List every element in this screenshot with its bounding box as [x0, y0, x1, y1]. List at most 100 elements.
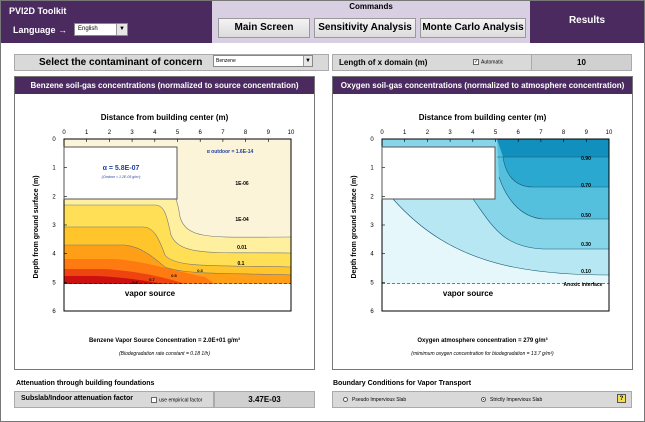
y-tick-label: 5	[370, 280, 374, 286]
oxygen-subfooter: (mimimum oxygen concentration for biodeg…	[411, 351, 554, 357]
app-title: PVI2D Toolkit	[9, 6, 67, 16]
contaminant-label: Select the contaminant of concern	[39, 57, 203, 68]
automatic-checkbox[interactable]: ✓ Automatic	[473, 59, 503, 65]
radio-icon[interactable]	[481, 397, 486, 403]
y-tick-label: 4	[52, 252, 56, 258]
x-tick-label: 4	[153, 130, 157, 136]
oxygen-footer: Oxygen atmosphere concentration = 279 g/…	[417, 338, 548, 344]
x-tick-labels: 0 1 2 3 4 5 6 7 8 9 10	[62, 130, 295, 142]
y-tick-label: 3	[370, 223, 374, 229]
y-tick-labels: 0 1 2 3 4 5 6	[370, 137, 385, 315]
contour-label: 1E-04	[235, 217, 249, 223]
main-screen-button[interactable]: Main Screen	[218, 18, 310, 38]
x-tick-label: 1	[403, 130, 407, 136]
building-box	[63, 146, 178, 200]
contour-labels: 0.10 0.30 0.50 0.70 0.90	[581, 156, 591, 275]
x-domain-label: Length of x domain (m)	[339, 58, 428, 67]
contour-line	[64, 244, 291, 276]
strictly-impervious-radio[interactable]: Strictly Impervious Slab	[481, 397, 542, 403]
contaminant-select[interactable]: Benzene ▼	[213, 55, 313, 67]
vapor-source-label: vapor source	[443, 289, 494, 298]
checkbox-icon[interactable]: ✓	[473, 59, 479, 65]
x-tick-label: 4	[471, 130, 475, 136]
x-tick-label: 7	[221, 130, 225, 136]
x-tick-label: 0	[380, 130, 384, 136]
benzene-chart: α = 5.8E-07 (Cindoor = 1.2E-05 g/m³) α o…	[33, 130, 295, 315]
x-tick-label: 8	[244, 130, 248, 136]
benzene-subfooter: (Biodegradation rate constant = 0.18 1/h…	[118, 351, 211, 357]
sensitivity-analysis-button[interactable]: Sensitivity Analysis	[314, 18, 416, 38]
alpha-sub-label: (Cindoor = 1.2E-05 g/m³)	[102, 175, 141, 179]
chevron-down-icon[interactable]: ▼	[116, 24, 127, 35]
contour-line	[472, 198, 609, 250]
contour-line	[64, 204, 291, 254]
band-8	[64, 276, 165, 284]
x-tick-label: 2	[426, 130, 430, 136]
x-tick-label: 9	[267, 130, 271, 136]
attenuation-bar: Subslab/Indoor attenuation factor use em…	[14, 391, 214, 408]
contour-label: 0.30	[581, 242, 591, 248]
x-tick-label: 10	[606, 130, 613, 136]
contour-label: 0.7	[149, 277, 155, 282]
benzene-panel: Benzene soil-gas concentrations (normali…	[14, 76, 315, 370]
monte-carlo-button[interactable]: Monte Carlo Analysis	[420, 18, 526, 38]
contour-label: 0.3	[197, 268, 203, 273]
results-tab[interactable]: Results	[530, 1, 644, 43]
y-tick-label: 6	[52, 309, 56, 315]
pseudo-impervious-radio[interactable]: Pseudo Impervious Slab	[343, 397, 406, 403]
benzene-chart-title: Distance from building center (m)	[100, 113, 229, 122]
x-tick-label: 1	[85, 130, 89, 136]
pseudo-impervious-label: Pseudo Impervious Slab	[352, 397, 407, 403]
chevron-down-icon[interactable]: ▼	[303, 56, 312, 66]
y-tick-label: 1	[370, 166, 374, 172]
y-tick-labels: 0 1 2 3 4 5 6	[52, 137, 67, 315]
x-tick-labels: 0 1 2 3 4 5 6 7 8 9 10	[380, 130, 613, 142]
x-domain-value[interactable]: 10	[531, 54, 632, 71]
boundary-bar: Pseudo Impervious Slab Strictly Impervio…	[332, 391, 632, 408]
strictly-impervious-label: Strictly Impervious Slab	[490, 397, 543, 403]
oxygen-panel: Oxygen soil-gas concentrations (normaliz…	[332, 76, 633, 370]
oxygen-chart-title: Distance from building center (m)	[418, 113, 547, 122]
y-axis-label: Depth from ground surface (m)	[351, 175, 358, 278]
contour-label: 0.90	[581, 156, 591, 162]
empirical-factor-checkbox[interactable]: use empirical factor	[151, 397, 202, 403]
oxygen-chart: 0 1 2 3 4 5 6 7 8 9 10 0 1 2 3 4 5 6 0.10 0.30 0.50 0.70 0.9…	[351, 130, 613, 315]
oxygen-panel-header: Oxygen soil-gas concentrations (normaliz…	[333, 77, 632, 94]
empirical-factor-label: use empirical factor	[159, 397, 203, 404]
commands-title: Commands	[349, 2, 393, 11]
x-tick-label: 2	[108, 130, 112, 136]
x-tick-label: 8	[562, 130, 566, 136]
y-tick-label: 3	[52, 223, 56, 229]
x-tick-label: 5	[176, 130, 180, 136]
commands-bar: Commands Main Screen Sensitivity Analysi…	[212, 1, 530, 43]
checkbox-icon[interactable]	[151, 397, 157, 403]
y-tick-label: 2	[52, 194, 56, 200]
building-box	[381, 146, 496, 200]
below-source-area	[382, 284, 609, 311]
contour-labels: 1E-06 1E-04 0.01 0.1 0.3 0.5 0.7 0.9	[132, 181, 249, 285]
contour-label: 0.01	[237, 245, 247, 251]
x-tick-label: 9	[585, 130, 589, 136]
alpha-outdoor-label: α outdoor = 1.6E-14	[207, 149, 254, 155]
automatic-label: Automatic	[481, 59, 504, 66]
contour-line	[392, 198, 609, 276]
contour-label: 0.9	[132, 280, 138, 285]
help-button[interactable]: ?	[617, 394, 626, 403]
benzene-footer: Benzene Vapor Source Concentration = 2.0…	[88, 338, 241, 344]
x-tick-label: 3	[130, 130, 134, 136]
y-tick-label: 2	[370, 194, 374, 200]
x-tick-label: 6	[517, 130, 521, 136]
language-select[interactable]: English ▼	[74, 23, 128, 36]
x-tick-label: 0	[62, 130, 66, 136]
y-tick-label: 4	[370, 252, 374, 258]
contour-label: 0.5	[171, 273, 177, 278]
language-value: English	[78, 26, 98, 32]
anoxic-interface-label: Anoxic interface	[564, 282, 603, 288]
radio-icon[interactable]	[343, 397, 348, 403]
contour-label: 0.70	[581, 183, 591, 189]
x-tick-label: 10	[288, 130, 295, 136]
attenuation-value: 3.47E-03	[214, 391, 315, 408]
contour-line	[64, 226, 291, 268]
y-tick-label: 1	[52, 166, 56, 172]
contour-label: 0.50	[581, 213, 591, 219]
